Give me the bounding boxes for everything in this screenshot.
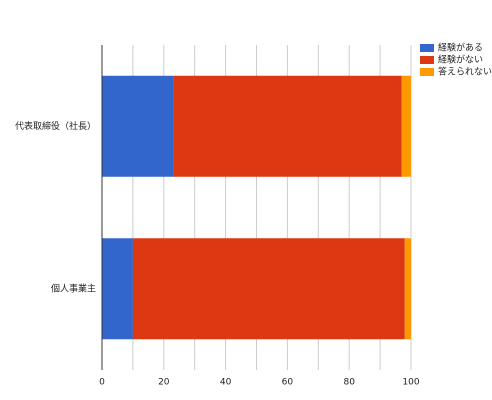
- y-tick-label: 個人事業主: [51, 282, 96, 294]
- legend-swatch: [420, 56, 434, 64]
- legend-swatch: [420, 68, 434, 76]
- bar-segment: [401, 75, 411, 177]
- bar-segment: [404, 238, 411, 340]
- x-tick-label: 0: [99, 378, 105, 388]
- legend-label: 経験がある: [438, 42, 483, 54]
- legend-label: 答えられない: [438, 66, 492, 78]
- x-tick-label: 80: [343, 378, 355, 388]
- bar-segment: [173, 75, 402, 177]
- legend-swatch: [420, 44, 434, 52]
- legend-label: 経験がない: [438, 54, 483, 66]
- bar-segment: [102, 238, 133, 340]
- bar-segment: [132, 238, 405, 340]
- bar-segment: [102, 75, 174, 177]
- x-tick-label: 100: [402, 378, 419, 388]
- y-tick-label: 代表取締役（社長）: [15, 120, 96, 132]
- x-tick-label: 60: [282, 378, 294, 388]
- x-tick-label: 40: [220, 378, 232, 388]
- x-tick-label: 20: [158, 378, 170, 388]
